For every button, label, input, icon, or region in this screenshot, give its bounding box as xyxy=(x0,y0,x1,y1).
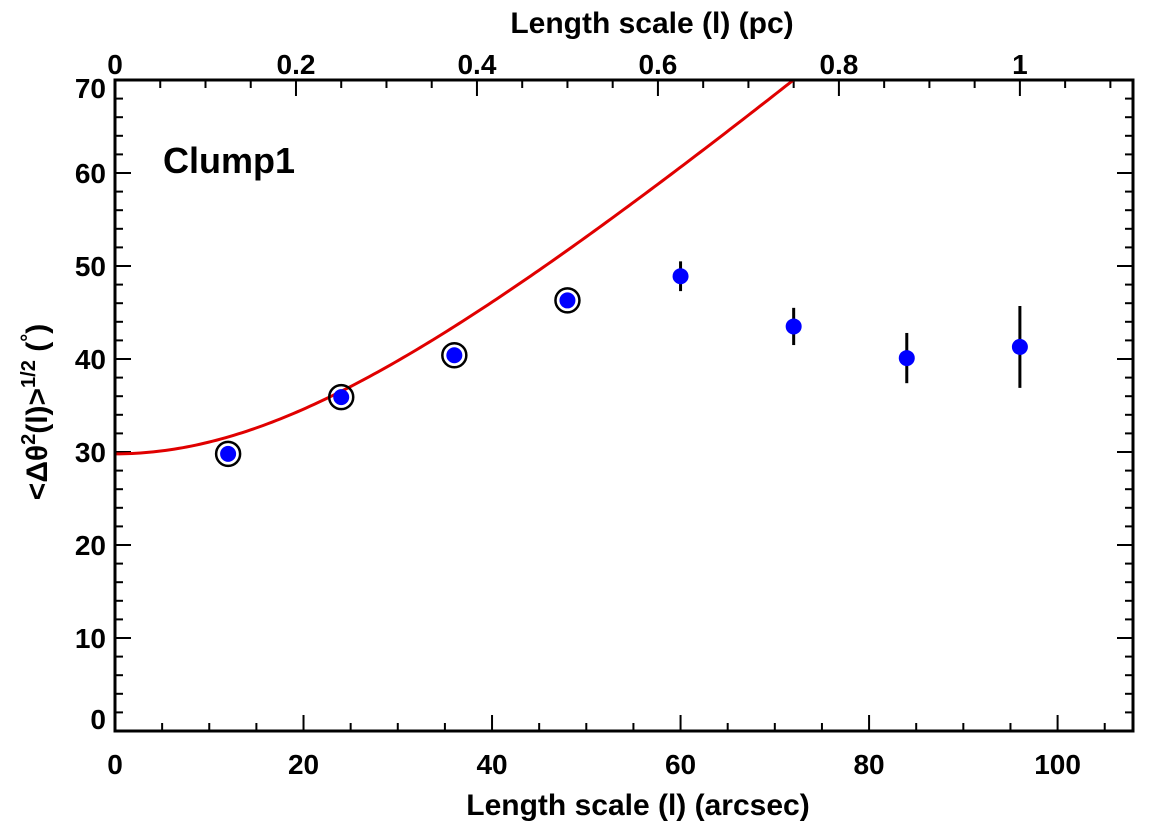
y-tick-label: 0 xyxy=(90,704,106,735)
data-point xyxy=(785,318,802,335)
x2-tick-label: 0 xyxy=(107,49,123,80)
fitted-point-ring xyxy=(214,440,242,468)
y-tick-label: 60 xyxy=(75,158,106,189)
fitted-point-ring xyxy=(554,287,581,314)
x2-tick-label: 0.2 xyxy=(277,49,316,80)
fitted-point-ring xyxy=(441,342,468,369)
y-tick-label: 40 xyxy=(75,344,106,375)
y-tick-label: 20 xyxy=(75,530,106,561)
data-point xyxy=(559,292,576,309)
data-point xyxy=(1011,338,1028,355)
x-tick-label: 100 xyxy=(1034,749,1081,780)
x2-axis-title: Length scale (l) (pc) xyxy=(510,7,793,40)
y-title-close: ) xyxy=(21,324,54,334)
x2-tick-label: 0.4 xyxy=(457,49,496,80)
x-tick-label: 60 xyxy=(665,749,696,780)
y-tick-label: 70 xyxy=(75,73,106,104)
y-title-exp: 1/2 xyxy=(18,360,40,388)
data-point xyxy=(333,389,350,406)
x-tick-label: 20 xyxy=(288,749,319,780)
plot-frame xyxy=(113,78,1135,733)
x2-tick-labels: 0 0.2 0.4 0.6 0.8 1 xyxy=(107,49,1027,80)
y-tick-label: 50 xyxy=(75,251,106,282)
y-title-lt: < xyxy=(21,483,54,501)
y-tick-label: 10 xyxy=(75,623,106,654)
data-point xyxy=(672,268,689,285)
data-point xyxy=(220,445,237,462)
y-title-open: ( xyxy=(21,342,54,360)
y-title-delta: Δθ xyxy=(21,445,54,483)
x-axis-title: Length scale (l) (arcsec) xyxy=(466,789,809,822)
y-axis-title: <Δθ2(l)>1/2 (°) xyxy=(18,324,54,500)
y-title-mid: (l)> xyxy=(21,388,54,434)
fit-curve xyxy=(115,80,796,456)
y-title-sq: 2 xyxy=(18,434,40,445)
y-tick-label: 30 xyxy=(75,437,106,468)
x-tick-label: 80 xyxy=(853,749,884,780)
x-tick-label: 40 xyxy=(476,749,507,780)
data-point xyxy=(446,347,463,364)
x-tick-labels: 0 20 40 60 80 100 xyxy=(107,749,1081,780)
y-title-deg: ° xyxy=(18,334,40,342)
y-tick-labels: 0 10 20 30 40 50 60 70 xyxy=(75,73,106,735)
clump-label: Clump1 xyxy=(163,140,295,181)
fit-layer xyxy=(115,80,796,456)
x2-tick-label: 1 xyxy=(1012,49,1028,80)
x2-tick-label: 0.8 xyxy=(819,49,858,80)
x-tick-label: 0 xyxy=(107,749,123,780)
x2-tick-label: 0.6 xyxy=(638,49,677,80)
data-layer xyxy=(214,261,1028,468)
fitted-point-ring xyxy=(327,383,355,411)
data-point xyxy=(898,350,915,367)
